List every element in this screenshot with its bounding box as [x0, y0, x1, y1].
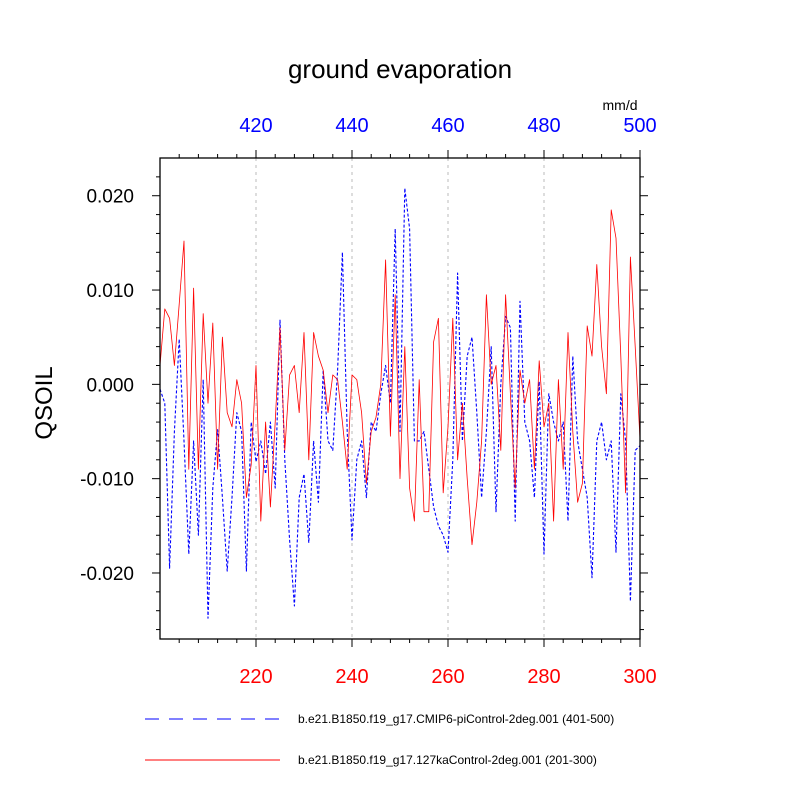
series-line-0 — [159, 187, 641, 619]
y-axis: -0.020 -0.010 0.000 0.010 0.020 — [80, 176, 648, 631]
grid-layer — [255, 158, 545, 639]
y-axis-label: QSOIL — [31, 366, 58, 439]
y-tick-label-0: -0.020 — [80, 564, 134, 585]
y-tick-label-2: 0.000 — [86, 375, 134, 396]
bottom-tick-label-280: 280 — [527, 666, 560, 688]
bottom-tick-label-220: 220 — [239, 666, 272, 688]
bottom-tick-label-300: 300 — [623, 666, 656, 688]
series-layer — [159, 187, 641, 619]
top-tick-label-460: 460 — [431, 115, 464, 137]
legend-label-127kaControl: b.e21.B1850.f19_g17.127kaControl-2deg.00… — [298, 753, 597, 767]
bottom-tick-label-240: 240 — [335, 666, 368, 688]
chart-title: ground evaporation — [288, 54, 512, 84]
legend: b.e21.B1850.f19_g17.CMIP6-piControl-2deg… — [145, 712, 614, 767]
plot-frame — [159, 157, 641, 640]
y-tick-label-1: -0.010 — [80, 470, 134, 491]
series-line-1 — [159, 209, 641, 546]
y-tick-label-3: 0.010 — [86, 281, 134, 302]
top-tick-label-440: 440 — [335, 115, 368, 137]
top-tick-label-500: 500 — [623, 115, 656, 137]
y-tick-label-4: 0.020 — [86, 187, 134, 208]
top-tick-label-420: 420 — [239, 115, 272, 137]
bottom-x-axis: 220 240 260 280 300 — [178, 639, 657, 688]
top-tick-label-480: 480 — [527, 115, 560, 137]
top-x-axis: 420 440 460 480 500 — [178, 115, 657, 158]
legend-label-piControl: b.e21.B1850.f19_g17.CMIP6-piControl-2deg… — [298, 712, 614, 726]
units-label: mm/d — [603, 97, 638, 113]
bottom-tick-label-260: 260 — [431, 666, 464, 688]
